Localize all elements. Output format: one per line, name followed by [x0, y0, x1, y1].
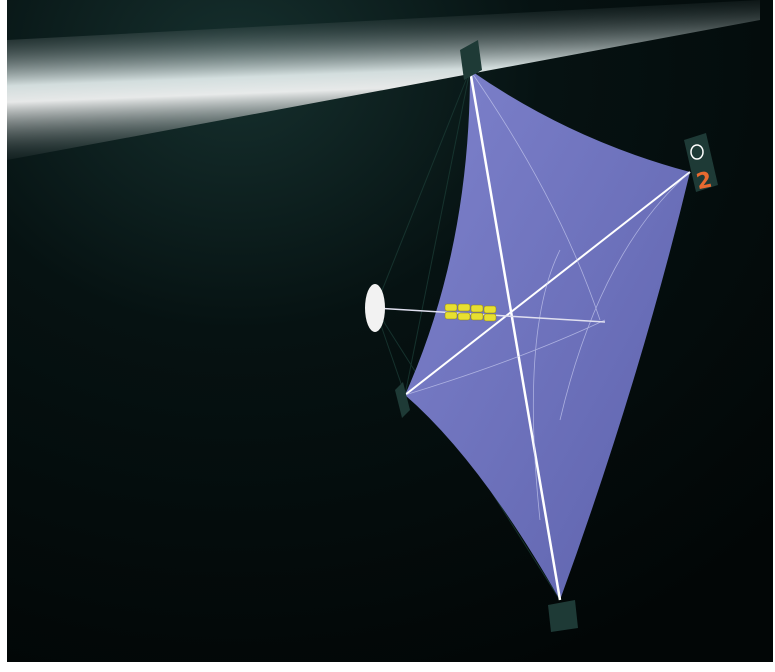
sail-seams [404, 69, 691, 521]
light-beam [7, 0, 760, 160]
panel-label: 2 [694, 168, 714, 196]
solar-sail [405, 70, 690, 600]
antenna-dish [365, 284, 385, 332]
panel-icon [690, 144, 704, 160]
payload-modules [444, 303, 497, 322]
